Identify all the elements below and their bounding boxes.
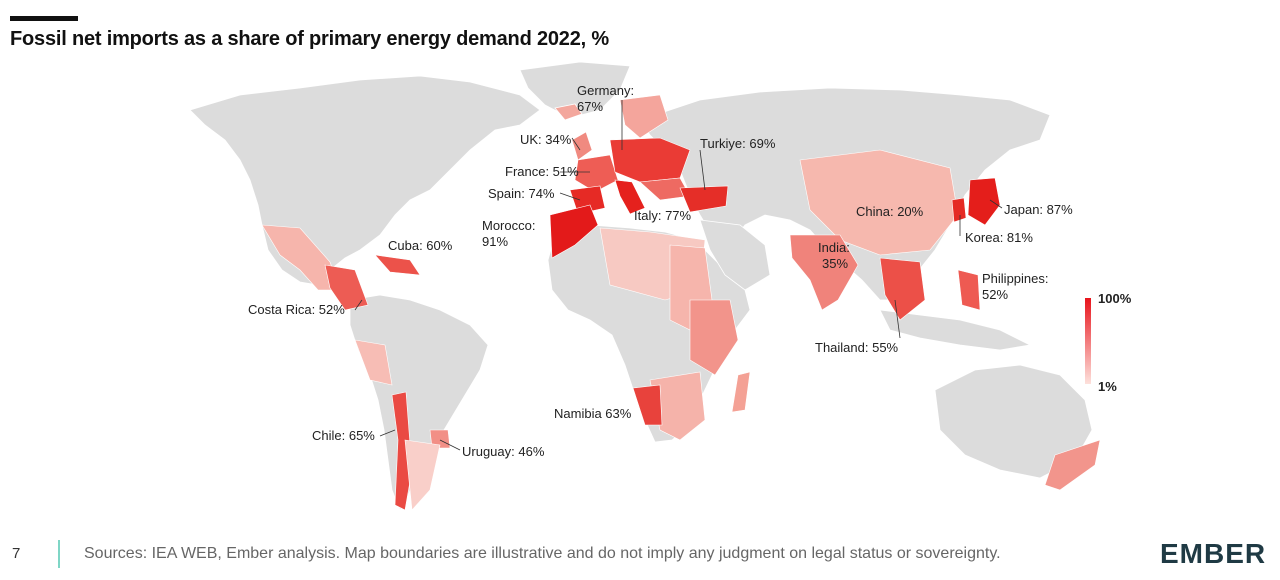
north-america-landmass [189, 75, 541, 286]
region-scandinavia [619, 94, 669, 139]
greenland-landmass [519, 61, 631, 119]
region-madagascar [731, 371, 751, 413]
label-spain: Spain: 74% [488, 186, 555, 201]
region-philippines [957, 269, 981, 311]
label-philippines: Philippines: 52% [982, 271, 1049, 302]
leader-uk [571, 137, 581, 151]
region-korea [951, 197, 967, 223]
legend-gradient-bar [1085, 298, 1091, 384]
label-turkiye: Turkiye: 69% [700, 136, 776, 151]
label-chile: Chile: 65% [312, 428, 375, 443]
australia-landmass [934, 364, 1093, 479]
label-germany: Germany: 67% [577, 83, 634, 114]
label-china: China: 20% [856, 204, 924, 219]
legend-min-label: 1% [1098, 379, 1117, 394]
region-morocco [549, 204, 599, 259]
label-morocco: Morocco: 91% [482, 218, 535, 249]
region-chile [391, 391, 413, 511]
region-namibia [632, 384, 663, 426]
country-labels: Germany: 67% UK: 34% Turkiye: 69% France:… [248, 83, 1073, 459]
label-uruguay: Uruguay: 46% [462, 444, 545, 459]
footer-divider [58, 540, 60, 568]
leader-costa-rica [354, 299, 363, 311]
importer-countries [261, 94, 1101, 511]
indonesia-landmass [879, 309, 1032, 351]
region-france [574, 154, 619, 193]
leader-turkiye [699, 149, 706, 191]
region-china [799, 149, 959, 256]
color-legend: 100% 1% [1085, 291, 1132, 394]
leader-uruguay [439, 439, 461, 451]
leader-thailand [894, 299, 901, 339]
region-east-africa [689, 299, 739, 376]
region-argentina [404, 439, 441, 511]
region-spain [569, 185, 606, 215]
label-japan: Japan: 87% [1004, 202, 1073, 217]
region-mexico [261, 224, 341, 291]
region-japan [967, 177, 1001, 226]
label-costa-rica: Costa Rica: 52% [248, 302, 345, 317]
page-number: 7 [12, 545, 21, 562]
region-new-zealand [1044, 439, 1101, 491]
region-southeast-asia [879, 257, 926, 321]
label-uk: UK: 34% [520, 132, 572, 147]
region-uruguay [429, 429, 451, 449]
label-namibia: Namibia 63% [554, 406, 632, 421]
label-cuba: Cuba: 60% [388, 238, 453, 253]
label-korea: Korea: 81% [965, 230, 1033, 245]
leader-spain [559, 192, 581, 201]
region-india [789, 234, 859, 311]
label-thailand: Thailand: 55% [815, 340, 899, 355]
iceland-landmass [554, 103, 583, 121]
label-italy: Italy: 77% [634, 208, 692, 223]
leader-lines [354, 100, 1003, 451]
region-italy [614, 179, 646, 215]
world-map: Germany: 67% UK: 34% Turkiye: 69% France:… [189, 61, 1132, 511]
leader-chile [379, 429, 396, 437]
legend-max-label: 100% [1098, 291, 1132, 306]
region-caribbean [374, 254, 421, 276]
map-title: Fossil net imports as a share of primary… [10, 28, 609, 50]
region-turkiye [679, 185, 729, 213]
label-india: India: 35% [818, 240, 850, 271]
sources-note: Sources: IEA WEB, Ember analysis. Map bo… [84, 545, 1001, 562]
title-rule [10, 16, 78, 21]
arabia-landmass [699, 219, 771, 291]
leader-japan [989, 199, 1003, 209]
region-peru [354, 339, 393, 386]
label-france: France: 51% [505, 164, 579, 179]
region-uk [571, 131, 593, 161]
ember-logo: EMBER [1160, 538, 1267, 569]
